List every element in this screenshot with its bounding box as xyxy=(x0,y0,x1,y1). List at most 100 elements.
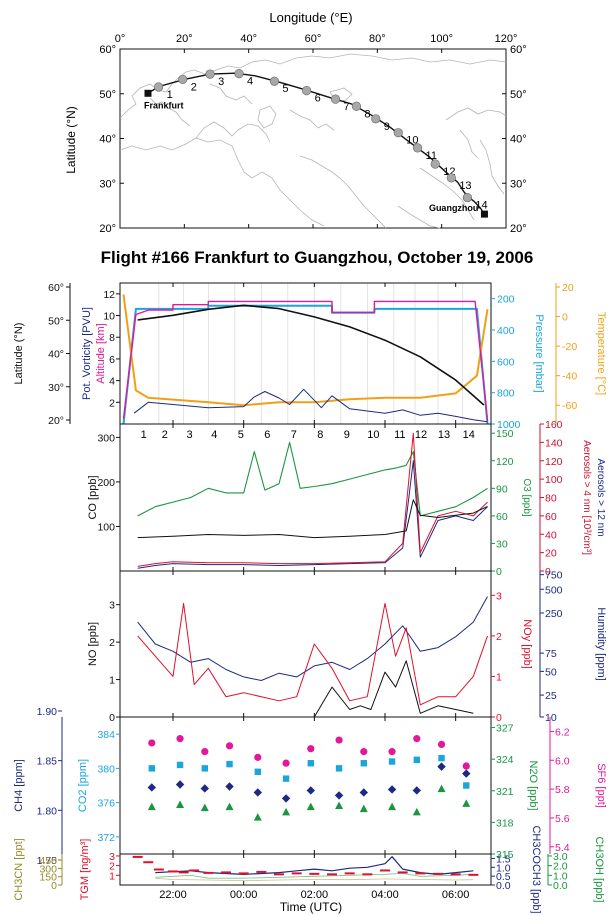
latitude-series xyxy=(137,304,485,406)
sf6-point xyxy=(148,739,156,747)
coastlines xyxy=(119,53,507,229)
map-x-tick-label: 20° xyxy=(176,33,193,45)
city-label: Frankfurt xyxy=(144,100,184,110)
y-tick-label: 5.6 xyxy=(555,813,570,825)
y-tick-label: 0.0 xyxy=(496,880,511,892)
co2-point xyxy=(463,782,470,789)
ch4-point xyxy=(175,780,185,789)
altitude-axis-label: Altitude [km] xyxy=(95,323,107,384)
ch4-axis-label: CH4 [ppm] xyxy=(13,759,25,812)
y-tick-label: 60° xyxy=(48,282,64,294)
humidity-series xyxy=(137,596,488,681)
n2o-point xyxy=(462,799,471,807)
co2-axis-label: CO2 [ppm] xyxy=(77,759,89,812)
segment-marker xyxy=(462,192,473,203)
y-tick-label: 1.85 xyxy=(37,756,58,768)
map-x-tick-label: 100° xyxy=(430,33,453,45)
panel-greenhouse-gases: 1.75 1.80 1.85 1.90 CH4 [ppm] 372 376 380 384 CO2… xyxy=(13,706,607,867)
y-tick-label: 30 xyxy=(496,538,508,550)
y-tick-label: 80 xyxy=(545,493,557,505)
segment-label: 1 xyxy=(167,89,173,101)
map-y-tick-label: 60° xyxy=(99,44,116,56)
segment-marker xyxy=(412,143,423,153)
o3-series xyxy=(137,441,488,517)
latitude-axis-label: Latitude (°N) xyxy=(13,323,25,385)
methanol-series xyxy=(155,873,474,879)
y-tick-label: 0 xyxy=(109,712,115,724)
sf6-point xyxy=(388,748,396,756)
co2-point xyxy=(335,765,343,772)
segment-label: 2 xyxy=(191,81,197,93)
segment-label: 11 xyxy=(426,150,437,162)
methanol-axis-label: CH3OH [ppb] xyxy=(593,836,605,902)
y-tick-label: 90 xyxy=(496,483,508,495)
segment-number: 1 xyxy=(141,429,147,441)
y-tick-label: 5.8 xyxy=(555,784,570,796)
y-tick-label: 321 xyxy=(496,786,514,798)
y-tick-label: 20 xyxy=(562,282,574,294)
y-tick-label: 1 xyxy=(109,870,115,882)
y-tick-label: 60 xyxy=(496,511,508,523)
segment-marker xyxy=(269,76,280,86)
y-tick-label: 6.0 xyxy=(555,755,570,767)
y-tick-label: -60 xyxy=(562,400,577,412)
sf6-point xyxy=(307,745,315,753)
no-axis-label: NO [ppb] xyxy=(87,622,99,666)
y-tick-label: 120 xyxy=(496,456,514,468)
y-tick-label: 750 xyxy=(545,570,563,582)
segment-label: 8 xyxy=(364,108,370,120)
ch4-point xyxy=(200,784,209,793)
map-y-axis-label: Latitude (°N) xyxy=(64,106,78,174)
segment-number: 2 xyxy=(162,429,168,441)
no-series xyxy=(313,660,474,718)
y-tick-label: 140 xyxy=(545,437,563,449)
sf6-point xyxy=(254,753,262,761)
y-tick-label: 318 xyxy=(496,817,514,829)
segment-number: 12 xyxy=(415,429,427,441)
chart-title: Flight #166 Frankfurt to Guangzhou, Octo… xyxy=(101,248,534,267)
y-tick-label: 1 xyxy=(496,671,502,683)
acetone-axis-label: CH3COCH3 [ppb] xyxy=(530,825,542,913)
segment-number: 7 xyxy=(291,429,297,441)
map-y-tick-label-right: 50° xyxy=(510,89,527,101)
y-tick-label: 50° xyxy=(48,315,64,327)
segment-label: 4 xyxy=(247,76,253,88)
map-y-tick-label: 40° xyxy=(99,134,116,146)
pressure-axis-label: Pressure [mbar] xyxy=(533,314,545,392)
map-x-tick-label: 0° xyxy=(115,33,126,45)
y-tick-label: 0 xyxy=(496,566,502,578)
y-tick-label: 50 xyxy=(545,666,557,678)
sf6-point xyxy=(462,762,470,770)
segment-marker xyxy=(446,173,456,183)
segment-marker xyxy=(393,128,403,138)
y-tick-label: 100 xyxy=(545,474,563,486)
y-tick-label: 40 xyxy=(545,529,557,541)
map-x-tick-label: 60° xyxy=(305,33,322,45)
n2o-point xyxy=(147,802,156,811)
segment-label: 6 xyxy=(315,93,321,105)
ch4-point xyxy=(387,785,397,794)
n2o-point xyxy=(225,802,234,811)
y-tick-label: 200 xyxy=(97,477,115,489)
segment-label: 13 xyxy=(459,180,471,192)
y-tick-label: 12 xyxy=(103,289,115,301)
ch4-point xyxy=(359,788,368,797)
y-tick-label: 0 xyxy=(562,312,568,324)
y-tick-label: 0 xyxy=(51,880,57,892)
co-axis-label: CO [ppb] xyxy=(87,475,99,519)
panel-frame xyxy=(119,570,492,718)
y-tick-label: 250 xyxy=(545,608,563,620)
x-tick-label: 22:00 xyxy=(159,889,187,901)
panel-no-noy-humidity: 0 1 2 3 NO [ppb] 0 1 2 3 NOy [ppb] 10 25 50 75 250 500 7… xyxy=(87,570,607,724)
y-tick-label: 0 xyxy=(496,712,502,724)
aerosol12-series xyxy=(137,460,488,569)
x-tick-label: 06:00 xyxy=(442,889,470,901)
map-y-tick-label-right: 60° xyxy=(510,44,527,56)
y-tick-label: 5.4 xyxy=(555,842,570,854)
segment-marker xyxy=(178,74,188,85)
segment-marker xyxy=(371,114,381,124)
o3-axis-label: O3 [ppb] xyxy=(521,478,532,517)
sf6-point xyxy=(413,735,421,743)
